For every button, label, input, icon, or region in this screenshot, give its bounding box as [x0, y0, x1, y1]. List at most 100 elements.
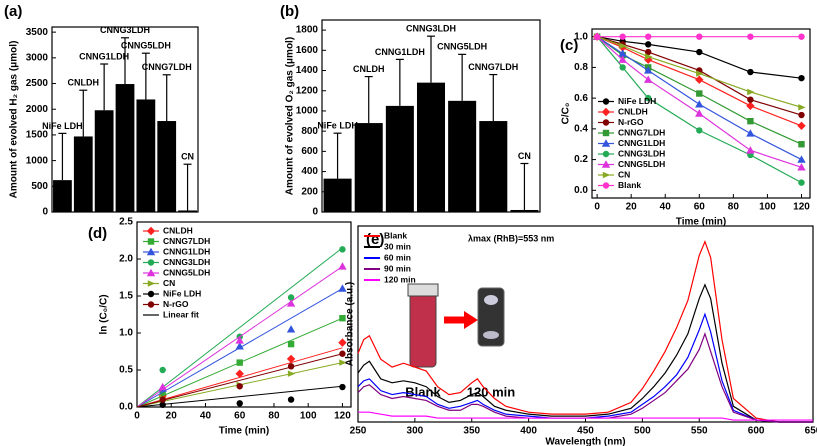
data-point [696, 70, 704, 77]
plot-frame [591, 28, 811, 199]
legend-marker [602, 129, 610, 137]
legend-marker [602, 150, 610, 158]
panel-label: (a) [4, 3, 22, 20]
bar [416, 82, 446, 212]
bar [385, 105, 414, 212]
y-tick-label: 1.0 [574, 31, 588, 42]
data-point [798, 141, 805, 148]
data-point [696, 33, 703, 40]
y-tick-label: 0 [42, 207, 48, 218]
series-line [596, 36, 802, 145]
data-point [619, 33, 626, 40]
y-tick-label: 200 [301, 186, 318, 197]
panel-label: (e) [366, 231, 384, 248]
legend-label: CNNG5LDH [618, 159, 665, 169]
data-point [798, 74, 805, 82]
y-tick-label: 2500 [26, 78, 49, 89]
bar-category-label: CNNG3LDH [100, 25, 150, 35]
bar [115, 84, 135, 212]
y-tick-label: 1000 [26, 155, 49, 166]
x-axis-label: Wavelength (nm) [545, 437, 625, 446]
legend-label: CNNG3LDH [163, 257, 210, 267]
bar-category-label: NiFe LDH [317, 121, 358, 131]
data-point [286, 325, 296, 333]
legend-label: CN [618, 169, 630, 179]
data-point [287, 370, 296, 377]
bar-category-label: CN [518, 151, 531, 161]
data-point [236, 400, 243, 407]
x-tick-label: 450 [577, 426, 594, 437]
x-axis-label: Time (min) [219, 426, 269, 437]
data-point [236, 383, 243, 390]
data-point [287, 363, 295, 370]
data-point [746, 129, 755, 137]
y-tick-label: 0.0 [119, 402, 133, 413]
series-line [596, 36, 802, 127]
x-tick-label: 60 [234, 411, 246, 422]
bar [178, 210, 197, 212]
data-point [618, 55, 627, 63]
y-axis-label: Absorbance (a.u.) [345, 282, 356, 366]
data-point [747, 33, 754, 40]
x-tick-label: 0 [594, 202, 600, 213]
data-point [286, 354, 296, 364]
x-axis-label: Time (min) [676, 217, 726, 228]
y-tick-label: 2000 [26, 104, 49, 115]
y-tick-label: 1400 [296, 65, 319, 76]
legend-marker [147, 259, 155, 266]
series-line [596, 36, 802, 184]
data-point [339, 350, 346, 357]
legend-label: NiFe LDH [163, 288, 201, 298]
annotation: λmax (RhB)=553 nm [468, 233, 554, 243]
data-point [159, 396, 166, 403]
x-tick-label: 20 [166, 411, 178, 422]
data-point [695, 100, 704, 108]
x-tick-label: 400 [520, 426, 537, 437]
legend-label: CN [163, 278, 175, 288]
data-point [645, 48, 652, 56]
fit-line [136, 353, 343, 408]
data-point [235, 336, 244, 344]
arrow-head [464, 311, 478, 329]
data-point [339, 246, 346, 253]
series-line [597, 36, 802, 79]
y-tick-label: 1200 [296, 85, 319, 96]
y-tick-label: 800 [301, 126, 318, 137]
data-point [339, 359, 347, 366]
legend-label: CNNG1LDH [618, 138, 665, 148]
legend-label: CNNG3LDH [618, 148, 665, 158]
series-line [596, 36, 802, 116]
y-tick-label: 3500 [26, 27, 49, 38]
x-tick-label: 120 [334, 411, 351, 422]
y-tick-label: 400 [301, 166, 318, 177]
legend-label: CNNG7LDH [618, 127, 665, 137]
bar [94, 110, 114, 212]
inset-photos [407, 283, 505, 368]
data-point [747, 88, 755, 96]
data-point [645, 53, 653, 60]
legend-label: 120 min [384, 274, 416, 284]
legend-marker [602, 171, 611, 179]
data-point [644, 75, 653, 83]
legend-marker [147, 301, 155, 308]
series-line [357, 283, 813, 423]
x-tick-label: 40 [200, 411, 212, 422]
y-axis-label: C/C₀ [561, 103, 572, 125]
y-tick-label: 600 [301, 146, 318, 157]
data-point [619, 64, 626, 71]
data-point [159, 401, 166, 408]
legend-label: Blank [384, 230, 407, 240]
data-point [619, 42, 627, 50]
y-tick-label: 1000 [296, 106, 319, 117]
x-tick-label: 650 [805, 426, 817, 437]
bar-category-label: CNNG7LDH [468, 62, 518, 72]
x-tick-label: 80 [268, 411, 280, 422]
data-point [286, 299, 296, 307]
series-line [596, 36, 802, 108]
bar-category-label: CNNG7LDH [142, 62, 192, 72]
x-tick-label: 500 [634, 426, 651, 437]
y-tick-label: 1500 [26, 130, 49, 141]
vial-glint [483, 331, 499, 339]
y-tick-label: 1.5 [119, 291, 133, 302]
